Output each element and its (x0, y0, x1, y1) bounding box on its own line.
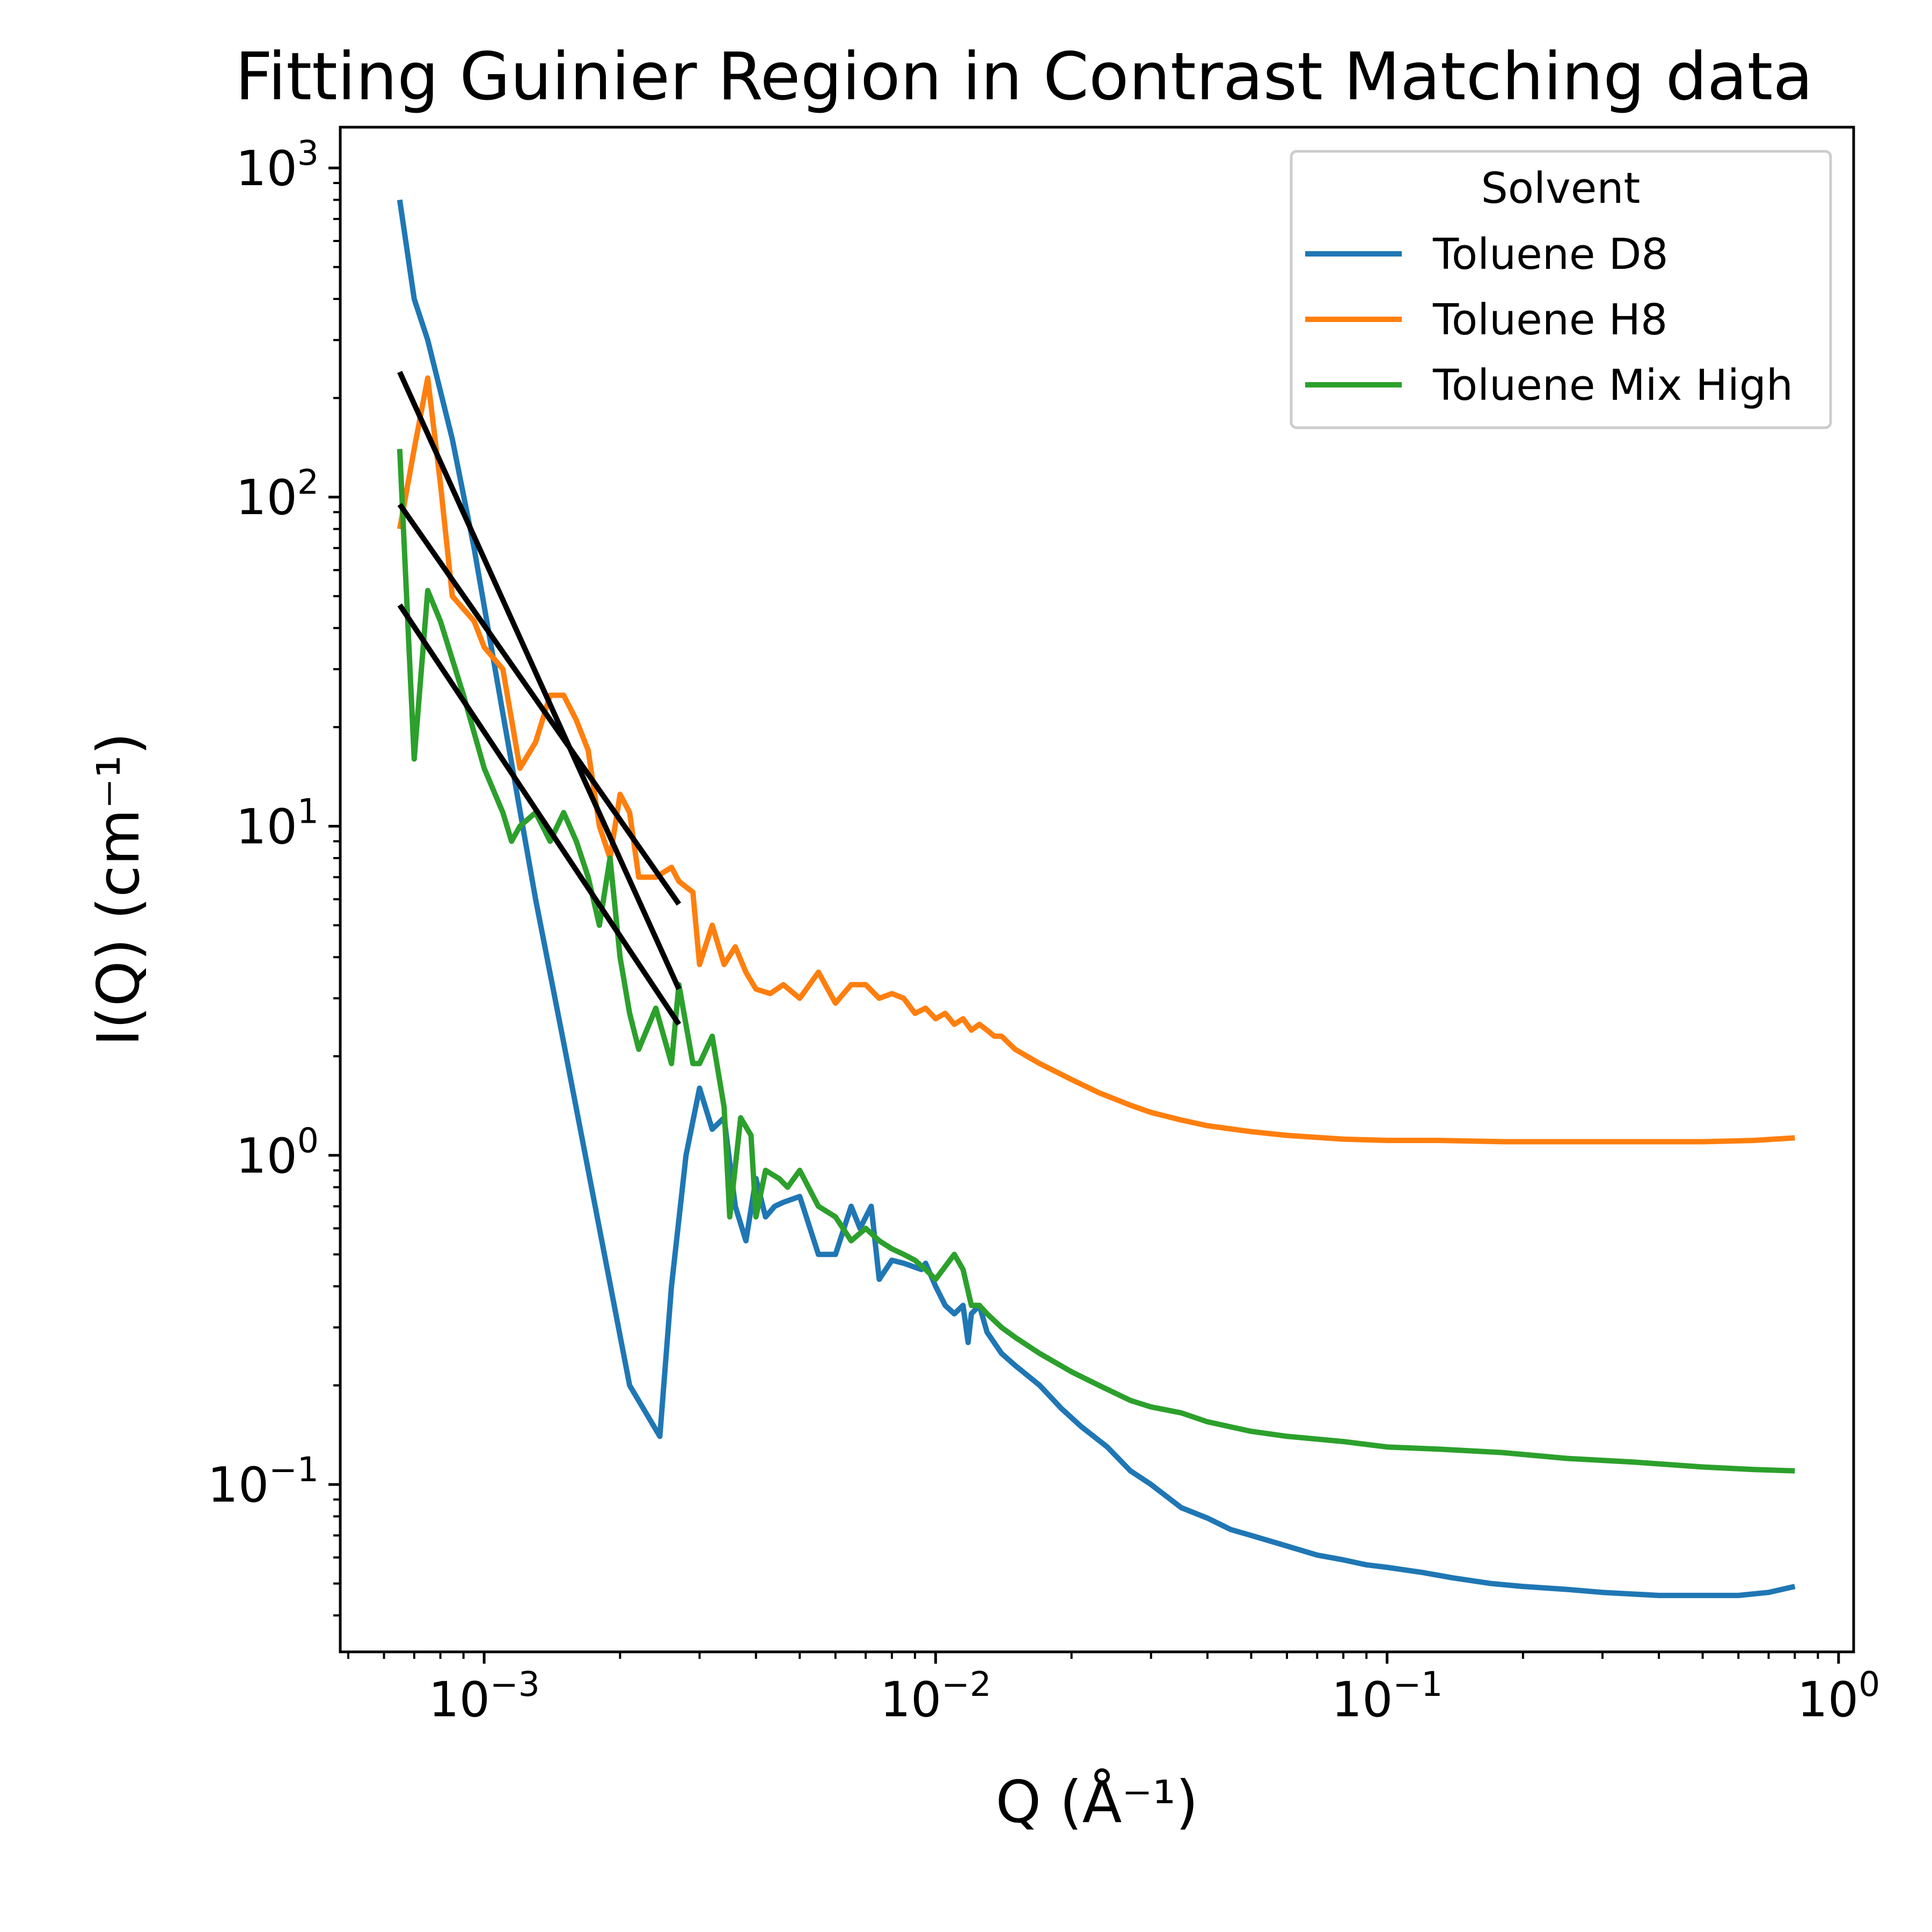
legend-item-toluene-h8[interactable]: Toluene H8 (1305, 295, 1667, 345)
guinier-fit-line-1 (397, 370, 682, 991)
y-tick-label: 101 (236, 792, 319, 855)
y-axis-ticks: 10−1 100 101 102 103 (208, 134, 340, 1617)
legend-title: Solvent (1481, 164, 1641, 213)
series-line-toluene-h8 (397, 375, 1795, 1145)
guinier-fit-line-2 (397, 503, 682, 906)
legend-label: Toluene D8 (1432, 230, 1668, 279)
legend[interactable]: Solvent Toluene D8 Toluene H8 Toluene Mix … (1290, 150, 1832, 429)
x-tick-label: 10−1 (1331, 1665, 1443, 1728)
plot-area (397, 199, 1796, 1598)
legend-frame (1290, 150, 1832, 429)
chart-title: Fitting Guinier Region in Contrast Match… (235, 39, 1813, 115)
series-line-toluene-d8 (397, 199, 1796, 1598)
legend-item-toluene-d8[interactable]: Toluene D8 (1305, 230, 1668, 279)
legend-item-toluene-mix-high[interactable]: Toluene Mix High (1305, 361, 1793, 410)
y-axis-label: I(Q) (cm⁻¹) (85, 733, 152, 1046)
x-tick-label: 10−3 (428, 1665, 539, 1728)
x-axis-ticks: 10−3 10−2 10−1 100 (347, 1652, 1880, 1728)
y-tick-label: 102 (236, 463, 319, 526)
x-tick-label: 10−2 (880, 1665, 991, 1728)
y-tick-label: 103 (236, 134, 319, 197)
legend-label: Toluene Mix High (1432, 361, 1793, 410)
x-tick-label: 100 (1797, 1665, 1880, 1728)
series-layer (397, 199, 1796, 1598)
legend-label: Toluene H8 (1432, 295, 1667, 345)
series-line-toluene-mix-high (397, 449, 1795, 1474)
fit-layer (397, 370, 682, 1026)
plot-frame (339, 126, 1855, 1653)
legend-items: Toluene D8 Toluene H8 Toluene Mix High (1305, 230, 1793, 410)
y-tick-label: 100 (236, 1121, 319, 1184)
y-tick-label: 10−1 (208, 1450, 319, 1513)
x-axis-label: Q (Å⁻¹) (996, 1768, 1198, 1836)
guinier-fit-line-3 (397, 603, 682, 1026)
